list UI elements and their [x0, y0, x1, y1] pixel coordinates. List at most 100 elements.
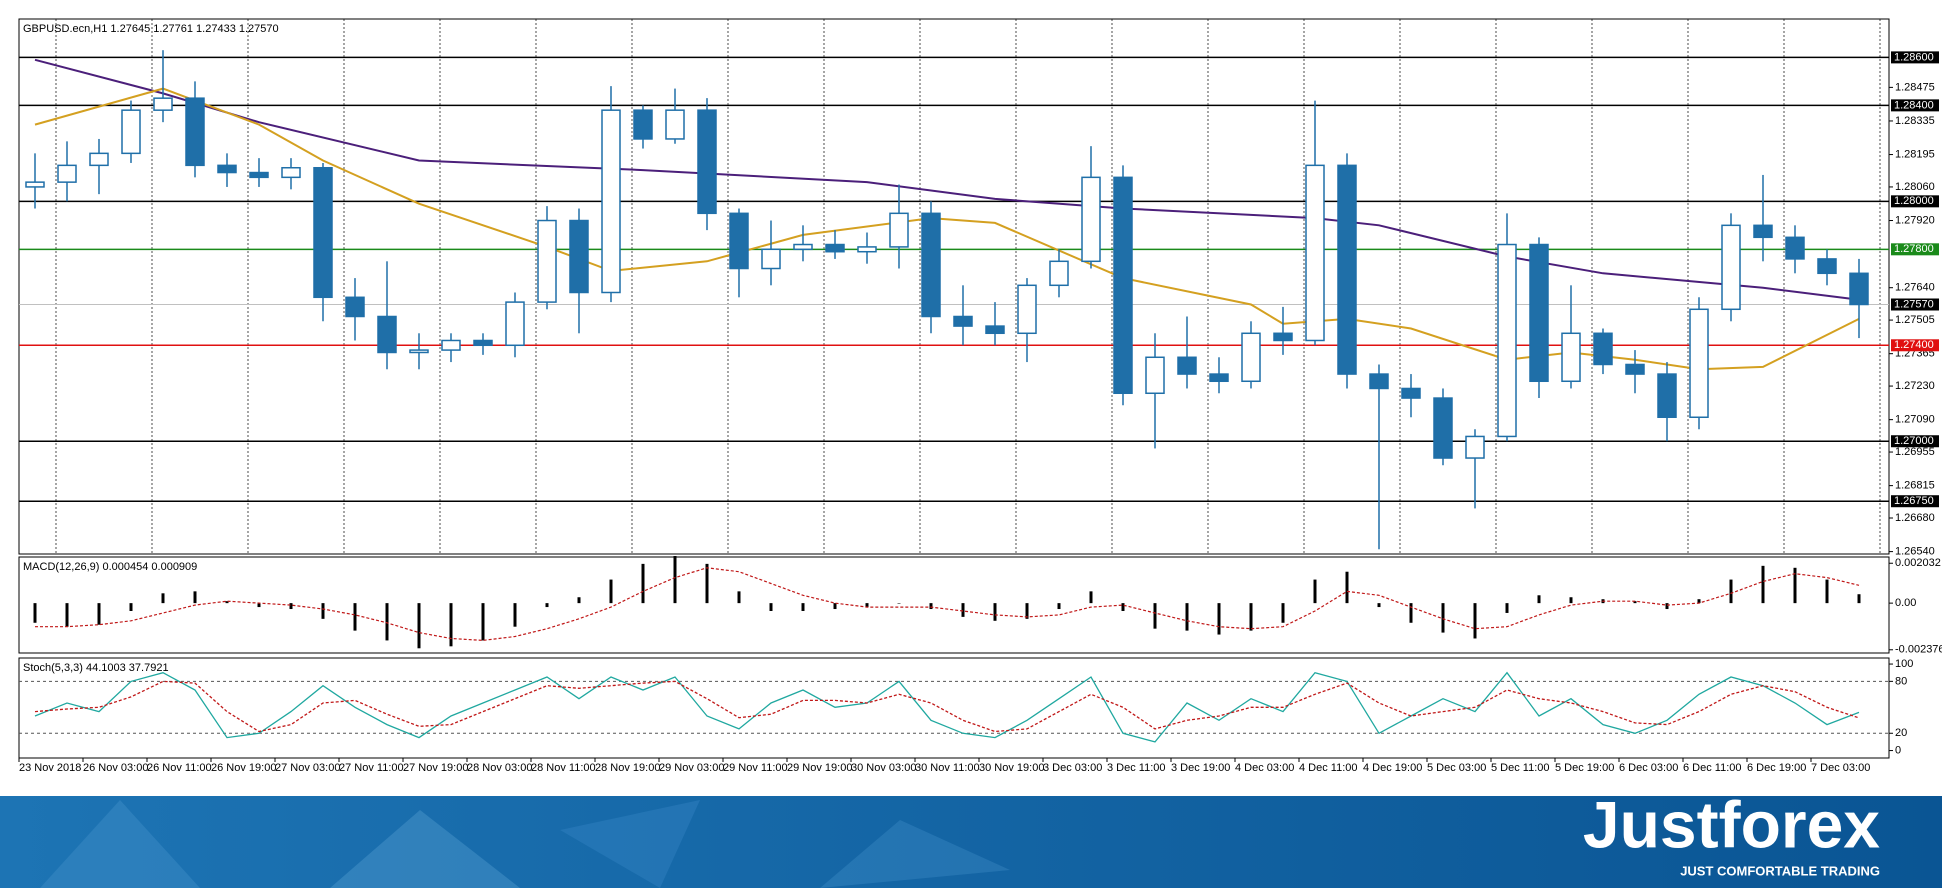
- y-tick-label: 1.28475: [1895, 81, 1935, 93]
- macd-bar: [417, 603, 421, 649]
- price-label: 1.27570: [1894, 298, 1934, 310]
- panel: [18, 657, 1890, 759]
- macd-bar: [385, 603, 389, 641]
- panel-title: Stoch(5,3,3) 44.1003 37.7921: [23, 662, 169, 674]
- level-label: 1.28000: [1894, 195, 1934, 207]
- macd-bar: [1153, 603, 1157, 629]
- y-tick-label: 0.00: [1895, 597, 1916, 609]
- x-tick-label: 4 Dec 19:00: [1363, 762, 1422, 774]
- macd-bar: [1249, 603, 1253, 631]
- candle-body: [857, 246, 877, 253]
- macd-bar: [161, 593, 165, 604]
- level-tag: [1891, 243, 1939, 256]
- level-tag: [1891, 435, 1939, 448]
- x-tick-label: 5 Dec 19:00: [1555, 762, 1614, 774]
- candle-body: [313, 166, 333, 299]
- candle-body: [761, 248, 781, 270]
- macd-bar: [129, 603, 133, 611]
- candle-body: [185, 97, 205, 167]
- candle-body: [409, 349, 429, 354]
- macd-bar: [1793, 567, 1797, 604]
- macd-bar: [801, 603, 805, 611]
- macd-bar: [1473, 603, 1477, 639]
- candle-body: [1049, 260, 1069, 287]
- macd-bar: [705, 563, 709, 604]
- x-tick-label: 6 Dec 03:00: [1619, 762, 1678, 774]
- candle-body: [537, 219, 557, 303]
- candle-body: [1369, 373, 1389, 390]
- candle-body: [1273, 332, 1293, 342]
- macd-bar: [1377, 603, 1381, 608]
- macd-bar: [1537, 595, 1541, 604]
- candle-body: [1817, 258, 1837, 275]
- candle-body: [377, 315, 397, 354]
- macd-bar: [641, 563, 645, 604]
- x-tick-label: 3 Dec 03:00: [1043, 762, 1102, 774]
- x-tick-label: 29 Nov 03:00: [659, 762, 724, 774]
- candle-body: [985, 325, 1005, 335]
- x-tick-label: 23 Nov 2018: [19, 762, 81, 774]
- x-tick-label: 6 Dec 19:00: [1747, 762, 1806, 774]
- level-label: 1.28400: [1894, 99, 1934, 111]
- macd-bar: [1345, 571, 1349, 604]
- y-tick-label: 1.26680: [1895, 512, 1935, 524]
- macd-signal: [35, 567, 1860, 642]
- macd-bar: [769, 603, 773, 611]
- x-tick-label: 27 Nov 03:00: [275, 762, 340, 774]
- level-label: 1.27800: [1894, 243, 1934, 255]
- candle-body: [1145, 356, 1165, 395]
- macd-bar: [1217, 603, 1221, 635]
- candle-body: [473, 339, 493, 347]
- candle-body: [249, 171, 269, 179]
- x-tick-label: 28 Nov 03:00: [467, 762, 532, 774]
- level-tag: [1891, 99, 1939, 112]
- candle-body: [153, 97, 173, 111]
- candle-body: [1017, 284, 1037, 335]
- candle-body: [1753, 224, 1773, 239]
- panel-title: MACD(12,26,9) 0.000454 0.000909: [23, 561, 197, 573]
- x-tick-label: 26 Nov 11:00: [147, 762, 212, 774]
- candle-body: [921, 212, 941, 318]
- macd-bar: [1857, 594, 1861, 604]
- candle-body: [889, 212, 909, 248]
- macd-bar: [1825, 579, 1829, 604]
- x-tick-label: 7 Dec 03:00: [1811, 762, 1870, 774]
- level-tag: [1891, 339, 1939, 352]
- candle-body: [505, 301, 525, 347]
- macd-bar: [1185, 603, 1189, 631]
- macd-bar: [833, 603, 837, 610]
- candle-body: [25, 181, 45, 188]
- y-tick-label: 1.26955: [1895, 446, 1935, 458]
- y-tick-label: 100: [1895, 658, 1913, 670]
- brand-tagline: JUST COMFORTABLE TRADING: [1680, 863, 1880, 878]
- y-tick-label: 80: [1895, 675, 1907, 687]
- stoch-line: [34, 671, 1860, 743]
- panel-title: GBPUSD.ecn,H1 1.27645 1.27761 1.27433 1.…: [23, 23, 279, 35]
- candle-body: [569, 219, 589, 294]
- banner: Justforex JUST COMFORTABLE TRADING: [0, 787, 1942, 888]
- level-tag: [1891, 195, 1939, 208]
- macd-bar: [289, 603, 293, 610]
- candle-body: [601, 109, 621, 294]
- candle-body: [121, 109, 141, 155]
- candle-body: [1113, 176, 1133, 395]
- panel: [18, 556, 1890, 654]
- level-tag: [1891, 51, 1939, 64]
- panel: [18, 18, 1890, 555]
- level-label: 1.27400: [1894, 339, 1934, 351]
- candle-body: [1465, 435, 1485, 459]
- x-tick-label: 30 Nov 03:00: [851, 762, 916, 774]
- x-tick-label: 4 Dec 11:00: [1299, 762, 1358, 774]
- x-tick-label: 27 Nov 19:00: [403, 762, 468, 774]
- macd-bar: [1441, 603, 1445, 633]
- y-tick-label: -0.002376: [1895, 644, 1942, 656]
- macd-bar: [1729, 579, 1733, 604]
- macd-bar: [545, 603, 549, 608]
- x-tick-label: 4 Dec 03:00: [1235, 762, 1294, 774]
- macd-bar: [961, 603, 965, 617]
- macd-bar: [929, 603, 933, 610]
- x-tick-label: 27 Nov 11:00: [339, 762, 404, 774]
- x-tick-label: 29 Nov 19:00: [787, 762, 852, 774]
- macd-bar: [1057, 603, 1061, 610]
- candle-body: [1177, 356, 1197, 375]
